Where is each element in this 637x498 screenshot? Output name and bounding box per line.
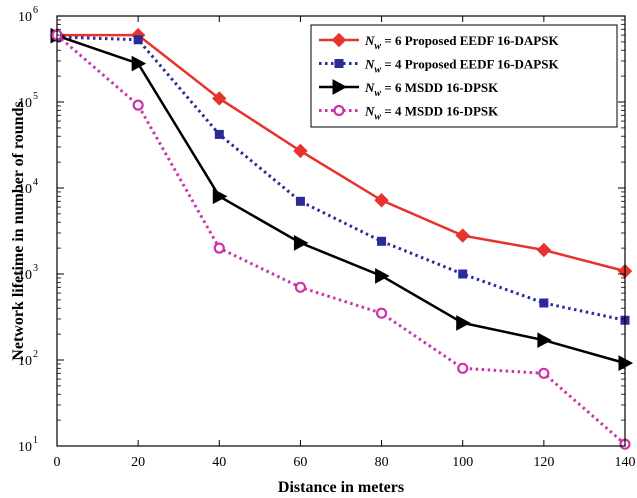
y-tick-label: 10	[18, 354, 32, 369]
series-2-point	[377, 236, 387, 246]
series-2-point	[458, 269, 468, 279]
plot-frame	[56, 15, 626, 447]
series-2-line	[56, 35, 626, 322]
x-tick-label: 120	[533, 455, 554, 470]
series-1-point	[212, 91, 227, 106]
x-tick-label: 20	[131, 455, 145, 470]
legend: Nw = 6 Proposed EEDF 16-DAPSK Nw = 4 Prop…	[310, 24, 618, 128]
series-2-point	[214, 129, 224, 139]
y-tick-label: 10	[18, 268, 32, 283]
series-4-line	[56, 33, 626, 446]
series-4-point	[457, 362, 469, 374]
series-3-point	[212, 188, 228, 205]
y-tick-exponent: 5	[33, 91, 38, 102]
series-1-point	[455, 228, 470, 243]
series-2-point	[295, 196, 305, 206]
legend-label: Nw = 4 MSDD 16-DPSK	[364, 104, 499, 123]
series-1-point	[293, 143, 308, 159]
y-tick-label: 10	[18, 96, 32, 111]
legend-marker	[332, 79, 348, 95]
y-tick-exponent: 1	[33, 435, 38, 446]
legend-marker	[333, 104, 345, 117]
y-tick-label: 10	[18, 440, 32, 455]
legend-marker	[331, 32, 347, 48]
y-axis-label: Network lifetime in number of rounds	[10, 101, 27, 360]
legend-entry: Nw = 4 Proposed EEDF 16-DAPSK	[319, 57, 559, 76]
x-axis-label: Distance in meters	[278, 479, 404, 496]
x-tick-label: 100	[452, 455, 473, 470]
legend-label: Nw = 6 MSDD 16-DPSK	[364, 80, 499, 99]
legend-entry: Nw = 6 Proposed EEDF 16-DAPSK	[319, 32, 559, 52]
series-3-point	[456, 315, 471, 331]
x-tick-label: 80	[375, 455, 389, 470]
x-tick-label: 40	[212, 455, 226, 470]
y-tick-exponent: 3	[33, 263, 38, 274]
legend-box	[310, 24, 618, 128]
series-4-point	[213, 242, 225, 254]
y-tick-exponent: 4	[33, 177, 38, 188]
series-4-point	[294, 281, 307, 293]
y-tick-exponent: 2	[33, 349, 38, 360]
legend-label: Nw = 6 Proposed EEDF 16-DAPSK	[364, 33, 559, 52]
y-tick-label: 10	[18, 182, 32, 197]
x-tick-label: 60	[293, 455, 307, 470]
series-4-point	[538, 367, 550, 379]
series-3-point	[293, 235, 309, 251]
legend-label: Nw = 4 Proposed EEDF 16-DAPSK	[364, 57, 559, 76]
series-1-point	[536, 242, 552, 258]
series-4-point	[132, 99, 144, 111]
series-4	[51, 29, 631, 450]
legend-marker	[334, 59, 344, 68]
legend-entry: Nw = 4 MSDD 16-DPSK	[319, 104, 499, 123]
series-3-point	[131, 55, 147, 72]
series-2-point	[133, 35, 143, 45]
y-tick-exponent: 6	[33, 5, 38, 16]
y-tick-label: 10	[18, 10, 32, 25]
series-1-line	[57, 33, 626, 273]
legend-entry: Nw = 6 MSDD 16-DPSK	[319, 79, 499, 99]
series-4-point	[375, 307, 388, 319]
x-tick-label: 140	[615, 455, 636, 470]
series-3-line	[56, 34, 626, 365]
series-1-point	[374, 193, 389, 208]
series-3-point	[375, 268, 390, 284]
series-3-point	[537, 332, 552, 349]
series-2-point	[539, 298, 549, 308]
x-tick-label: 0	[54, 455, 61, 470]
